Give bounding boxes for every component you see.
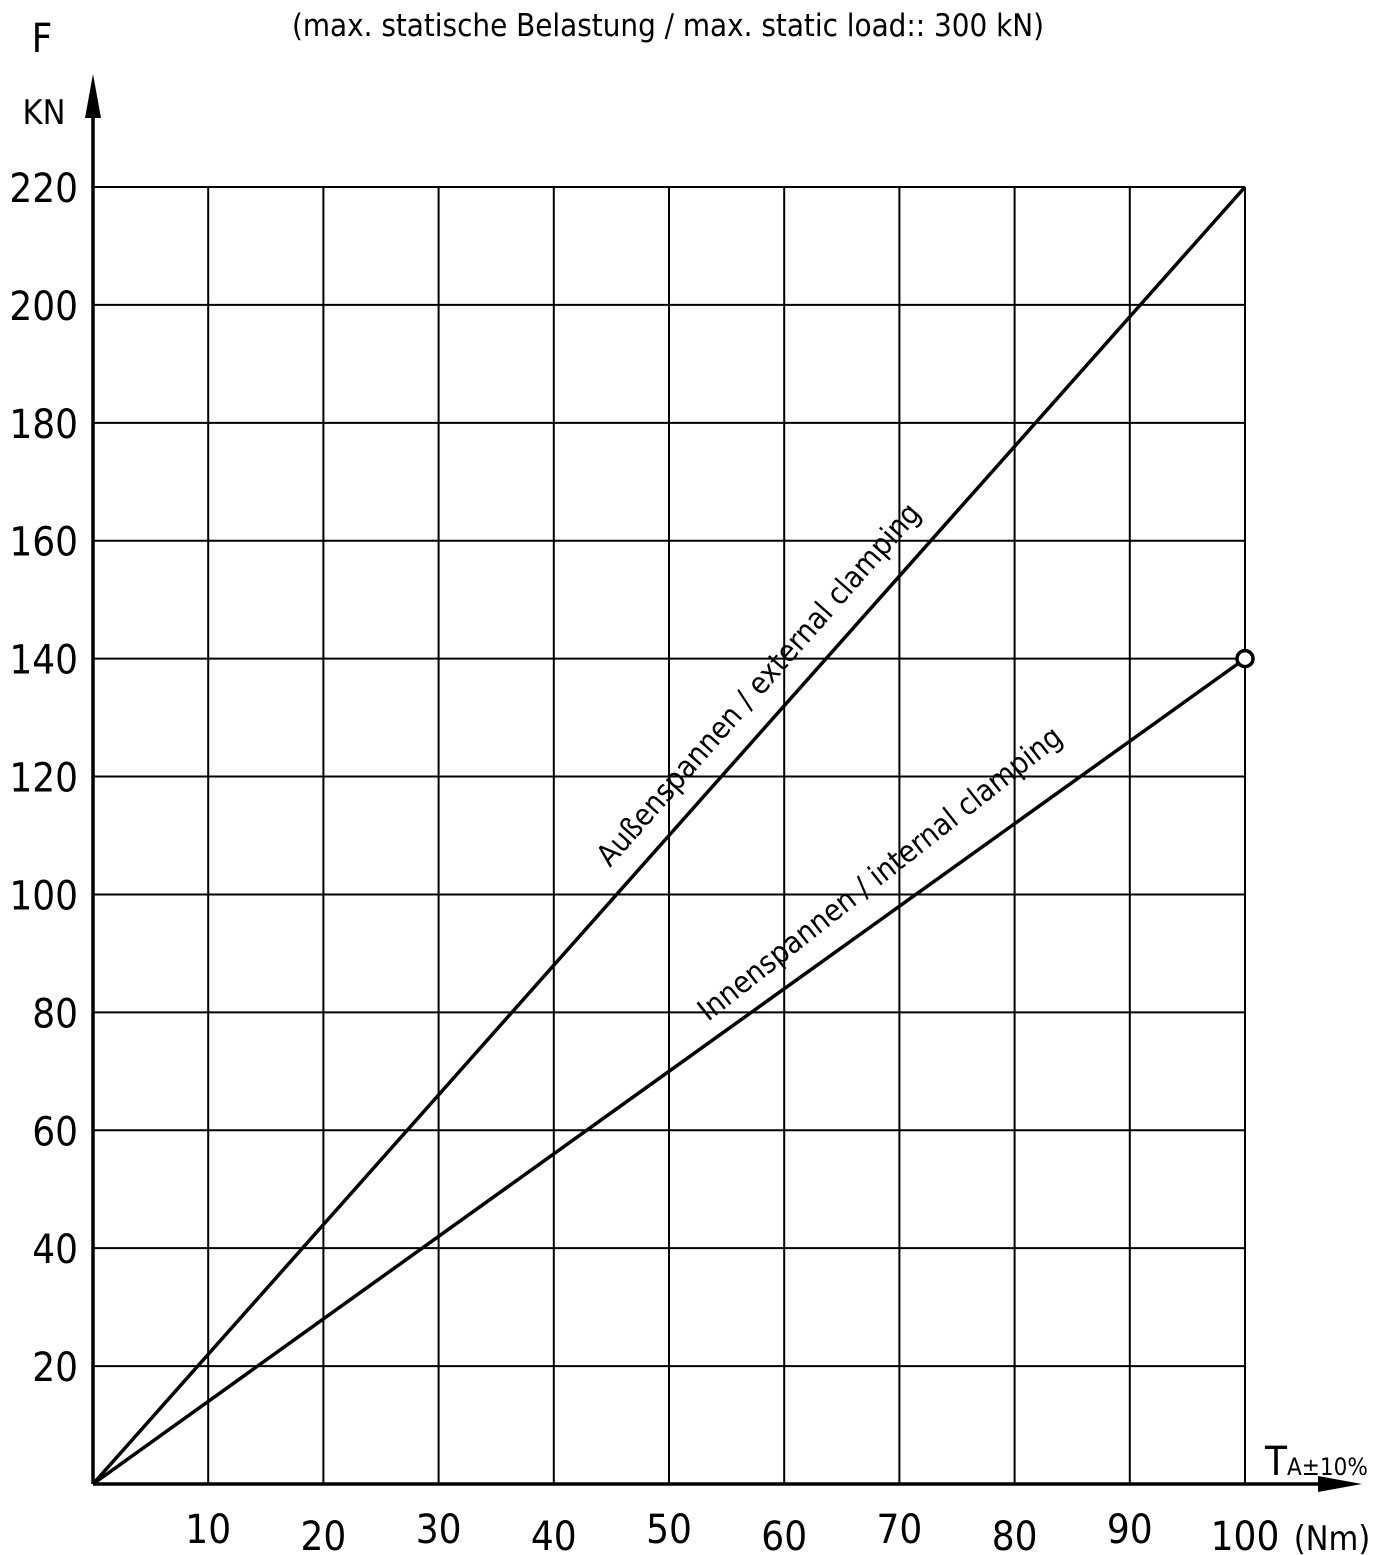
y-tick-label: 100 <box>9 873 78 919</box>
series-line-internal <box>91 657 1247 1486</box>
x-tick-label: 30 <box>416 1507 462 1553</box>
y-tick-label: 220 <box>9 166 78 212</box>
tick-labels: 20 40 60 80 100 120 140 160 180 200 220 10 20 30 40 50 6… <box>9 166 1279 1555</box>
y-tick-label: 160 <box>9 520 78 566</box>
y-tick-label: 120 <box>9 756 78 802</box>
x-axis-name: TA±10% <box>1264 1439 1368 1485</box>
x-tick-label: 50 <box>646 1507 692 1553</box>
x-axis-subscript: A±10% <box>1287 1453 1368 1481</box>
x-axis-unit: (Nm) <box>1294 1519 1371 1555</box>
grid <box>93 186 1246 1484</box>
x-tick-label: 70 <box>877 1507 923 1553</box>
y-tick-label: 80 <box>32 991 78 1037</box>
x-tick-label: 10 <box>185 1507 231 1553</box>
x-tick-label: 20 <box>301 1514 347 1555</box>
series-line-external <box>91 185 1247 1486</box>
y-tick-label: 60 <box>32 1109 78 1155</box>
chart-title: (max. statische Belastung / max. static … <box>292 8 1044 44</box>
x-tick-label: 80 <box>992 1514 1038 1555</box>
y-axis-name: F <box>32 16 53 62</box>
x-axis-arrow <box>1318 1476 1362 1492</box>
series-lines <box>91 185 1255 1486</box>
y-tick-label: 140 <box>9 638 78 684</box>
y-tick-label: 40 <box>32 1227 78 1273</box>
x-axis-symbol: T <box>1264 1439 1288 1485</box>
y-tick-label: 200 <box>9 284 78 330</box>
series-end-marker <box>1235 648 1255 669</box>
x-tick-label: 60 <box>761 1514 807 1555</box>
y-tick-label: 20 <box>32 1345 78 1391</box>
y-tick-label: 180 <box>9 402 78 448</box>
x-tick-label: 90 <box>1107 1507 1153 1553</box>
series-label-internal: Innenspannen / internal clamping <box>691 719 1069 1028</box>
y-axis-arrow <box>85 74 101 118</box>
axes <box>85 74 1362 1492</box>
series-label-external: Außenspannen / external clamping <box>590 496 928 873</box>
x-tick-label: 40 <box>531 1514 577 1555</box>
x-tick-label: 100 <box>1211 1514 1280 1555</box>
y-axis-unit: KN <box>23 93 66 133</box>
